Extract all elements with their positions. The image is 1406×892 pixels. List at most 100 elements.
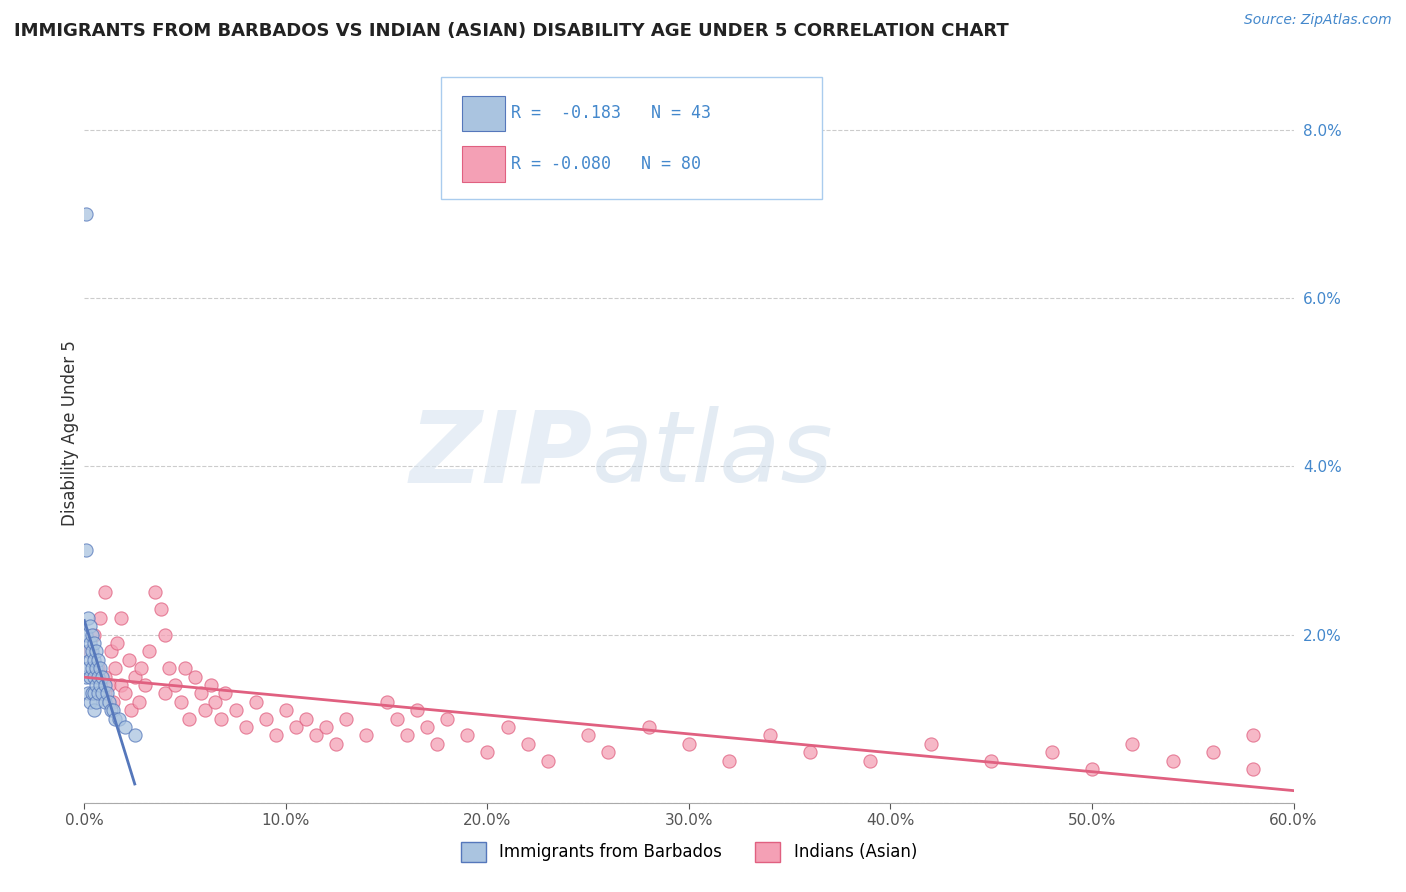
Point bbox=[83, 653, 105, 667]
Point bbox=[75, 627, 97, 641]
Point bbox=[110, 678, 132, 692]
Point bbox=[254, 712, 277, 726]
Point bbox=[305, 729, 328, 743]
Text: atlas: atlas bbox=[592, 407, 834, 503]
Point bbox=[79, 636, 101, 650]
Point bbox=[138, 644, 160, 658]
Point bbox=[165, 678, 187, 692]
Point bbox=[356, 729, 378, 743]
Point bbox=[184, 670, 207, 684]
Point bbox=[214, 686, 236, 700]
Point bbox=[86, 678, 108, 692]
Point bbox=[274, 703, 297, 717]
Point bbox=[1161, 754, 1184, 768]
Point bbox=[82, 627, 104, 641]
Point bbox=[87, 653, 110, 667]
Point bbox=[107, 712, 129, 726]
Point bbox=[426, 737, 449, 751]
Point bbox=[678, 737, 700, 751]
Point bbox=[416, 720, 439, 734]
Y-axis label: Disability Age Under 5: Disability Age Under 5 bbox=[60, 340, 79, 525]
Point bbox=[124, 729, 146, 743]
Point bbox=[859, 754, 882, 768]
Point bbox=[209, 712, 232, 726]
Point bbox=[83, 703, 105, 717]
Point bbox=[77, 686, 100, 700]
Point bbox=[153, 627, 176, 641]
Point bbox=[157, 661, 180, 675]
FancyBboxPatch shape bbox=[441, 78, 823, 200]
Point bbox=[83, 627, 105, 641]
Text: ZIP: ZIP bbox=[409, 407, 592, 503]
Point bbox=[86, 661, 108, 675]
Point bbox=[406, 703, 429, 717]
Point bbox=[204, 695, 226, 709]
Point bbox=[179, 712, 201, 726]
Point bbox=[101, 703, 124, 717]
Point bbox=[114, 686, 136, 700]
Point bbox=[75, 207, 97, 221]
Point bbox=[295, 712, 318, 726]
Point bbox=[477, 745, 499, 759]
Point bbox=[395, 729, 418, 743]
Point bbox=[718, 754, 741, 768]
Point bbox=[799, 745, 821, 759]
Point bbox=[87, 670, 110, 684]
Point bbox=[97, 695, 120, 709]
Point bbox=[1241, 762, 1264, 776]
Point bbox=[456, 729, 478, 743]
Point bbox=[149, 602, 172, 616]
Point bbox=[75, 543, 97, 558]
Point bbox=[86, 644, 108, 658]
Point bbox=[537, 754, 560, 768]
Point bbox=[1241, 729, 1264, 743]
Point bbox=[225, 703, 247, 717]
Point bbox=[86, 695, 108, 709]
Point bbox=[385, 712, 408, 726]
Point bbox=[496, 720, 519, 734]
Point bbox=[97, 678, 120, 692]
Point bbox=[77, 610, 100, 624]
Point bbox=[576, 729, 599, 743]
Point bbox=[104, 661, 127, 675]
Point bbox=[87, 686, 110, 700]
Point bbox=[79, 619, 101, 633]
Point bbox=[89, 661, 111, 675]
Text: Source: ZipAtlas.com: Source: ZipAtlas.com bbox=[1244, 13, 1392, 28]
Point bbox=[245, 695, 267, 709]
Point bbox=[980, 754, 1002, 768]
Legend: Immigrants from Barbados, Indians (Asian): Immigrants from Barbados, Indians (Asian… bbox=[454, 835, 924, 869]
Point bbox=[93, 686, 115, 700]
Point bbox=[101, 695, 124, 709]
Point bbox=[143, 585, 166, 599]
Point bbox=[128, 695, 150, 709]
Point bbox=[89, 678, 111, 692]
Point bbox=[153, 686, 176, 700]
Point bbox=[264, 729, 287, 743]
Point bbox=[91, 670, 114, 684]
Text: IMMIGRANTS FROM BARBADOS VS INDIAN (ASIAN) DISABILITY AGE UNDER 5 CORRELATION CH: IMMIGRANTS FROM BARBADOS VS INDIAN (ASIA… bbox=[14, 22, 1010, 40]
Point bbox=[516, 737, 538, 751]
Point bbox=[77, 661, 100, 675]
Point bbox=[93, 678, 115, 692]
FancyBboxPatch shape bbox=[461, 95, 505, 131]
Point bbox=[104, 712, 127, 726]
Point bbox=[83, 636, 105, 650]
Point bbox=[758, 729, 780, 743]
Point bbox=[77, 644, 100, 658]
Point bbox=[235, 720, 257, 734]
Point bbox=[93, 695, 115, 709]
Point bbox=[91, 686, 114, 700]
Point bbox=[190, 686, 212, 700]
Point bbox=[79, 670, 101, 684]
Point bbox=[1040, 745, 1063, 759]
Point bbox=[96, 686, 118, 700]
Point bbox=[124, 670, 146, 684]
Point bbox=[82, 686, 104, 700]
Point bbox=[100, 644, 122, 658]
Point bbox=[100, 703, 122, 717]
FancyBboxPatch shape bbox=[461, 146, 505, 182]
Point bbox=[87, 661, 110, 675]
Point bbox=[335, 712, 357, 726]
Point bbox=[83, 686, 105, 700]
